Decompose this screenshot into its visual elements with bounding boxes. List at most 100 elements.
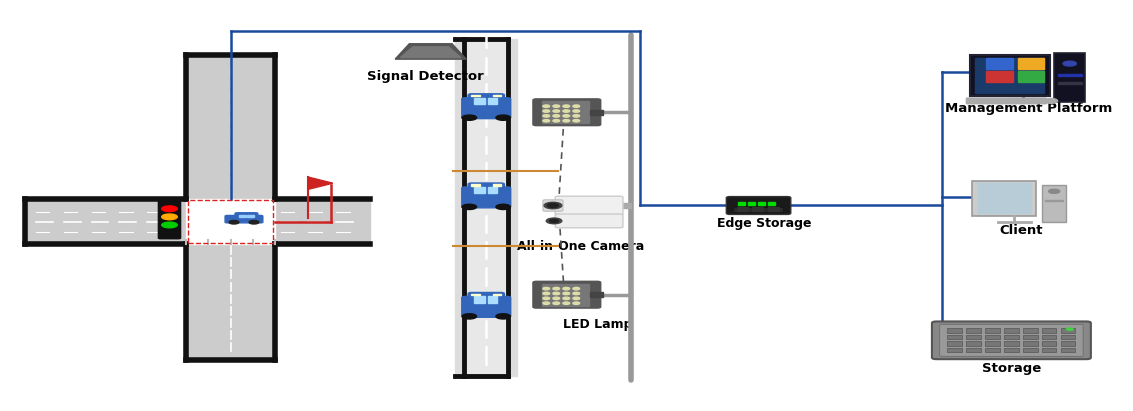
Circle shape (553, 115, 560, 117)
FancyBboxPatch shape (468, 94, 504, 106)
Bar (986, 328, 999, 333)
Bar (966, 341, 981, 346)
Bar (1057, 82, 1082, 84)
Circle shape (573, 297, 580, 300)
Bar (966, 335, 981, 339)
Bar (188, 200, 273, 243)
Bar (1023, 328, 1038, 333)
Bar (748, 202, 755, 205)
Circle shape (553, 110, 560, 112)
Circle shape (462, 204, 477, 210)
Circle shape (553, 120, 560, 122)
Text: Edge Storage: Edge Storage (717, 217, 811, 230)
Bar (1060, 348, 1075, 352)
Polygon shape (400, 47, 461, 58)
Bar (1017, 58, 1045, 69)
FancyBboxPatch shape (555, 196, 623, 215)
Bar (752, 207, 764, 211)
Circle shape (573, 287, 580, 290)
FancyBboxPatch shape (932, 321, 1091, 359)
Circle shape (462, 115, 477, 120)
Bar (471, 294, 480, 295)
Bar (976, 58, 1045, 93)
Bar (986, 341, 999, 346)
Circle shape (543, 115, 550, 117)
Bar (966, 328, 981, 333)
Circle shape (546, 218, 562, 224)
Bar (986, 335, 999, 339)
FancyBboxPatch shape (555, 214, 623, 228)
Bar (542, 101, 588, 123)
Circle shape (543, 105, 550, 107)
FancyBboxPatch shape (462, 187, 511, 208)
Bar (1042, 335, 1056, 339)
Bar (1042, 328, 1056, 333)
Text: Client: Client (999, 224, 1042, 237)
Text: LED Lamp: LED Lamp (563, 318, 632, 331)
Text: Storage: Storage (982, 362, 1041, 374)
Bar (455, 39, 518, 376)
Circle shape (563, 297, 570, 300)
Bar (736, 207, 748, 211)
Circle shape (543, 292, 550, 295)
Bar (493, 294, 501, 295)
Circle shape (543, 120, 550, 122)
FancyBboxPatch shape (462, 296, 511, 317)
Bar (947, 348, 962, 352)
FancyBboxPatch shape (468, 293, 504, 305)
Bar (966, 348, 981, 352)
Bar (758, 202, 765, 205)
Circle shape (496, 314, 510, 319)
Circle shape (543, 297, 550, 300)
Bar (589, 292, 603, 297)
Bar (947, 341, 962, 346)
Circle shape (1063, 61, 1076, 66)
Bar (1060, 328, 1075, 333)
Circle shape (547, 203, 559, 208)
Circle shape (553, 297, 560, 300)
Bar (1060, 335, 1075, 339)
Bar (475, 296, 485, 303)
Bar (1042, 341, 1056, 346)
Circle shape (553, 292, 560, 295)
Circle shape (553, 302, 560, 305)
FancyBboxPatch shape (159, 201, 180, 239)
Bar (471, 184, 480, 185)
Bar (1023, 341, 1038, 346)
Circle shape (563, 105, 570, 107)
Bar (1042, 185, 1066, 222)
Bar (488, 296, 497, 303)
Text: Management Platform: Management Platform (945, 102, 1113, 115)
Bar (947, 328, 962, 333)
Circle shape (573, 115, 580, 117)
Circle shape (1045, 99, 1057, 103)
Bar (247, 215, 254, 217)
Circle shape (543, 110, 550, 112)
Text: Signal Detector: Signal Detector (367, 70, 484, 83)
Circle shape (573, 120, 580, 122)
Bar (739, 202, 746, 205)
Bar (1023, 335, 1038, 339)
FancyBboxPatch shape (966, 98, 1047, 104)
Bar (620, 203, 631, 208)
Circle shape (162, 214, 177, 220)
Circle shape (496, 204, 510, 210)
Bar (488, 187, 497, 194)
Polygon shape (395, 44, 467, 59)
Circle shape (573, 302, 580, 305)
Bar (987, 71, 1013, 82)
Polygon shape (308, 177, 333, 189)
Bar (1004, 341, 1019, 346)
Circle shape (553, 287, 560, 290)
FancyBboxPatch shape (533, 99, 600, 126)
Bar (1017, 71, 1045, 82)
Bar (768, 207, 778, 211)
Circle shape (563, 302, 570, 305)
Bar (1060, 341, 1075, 346)
Circle shape (543, 302, 550, 305)
Bar (186, 55, 275, 360)
Circle shape (1049, 189, 1059, 193)
Bar (1042, 348, 1056, 352)
FancyBboxPatch shape (543, 200, 563, 211)
Circle shape (550, 219, 559, 222)
